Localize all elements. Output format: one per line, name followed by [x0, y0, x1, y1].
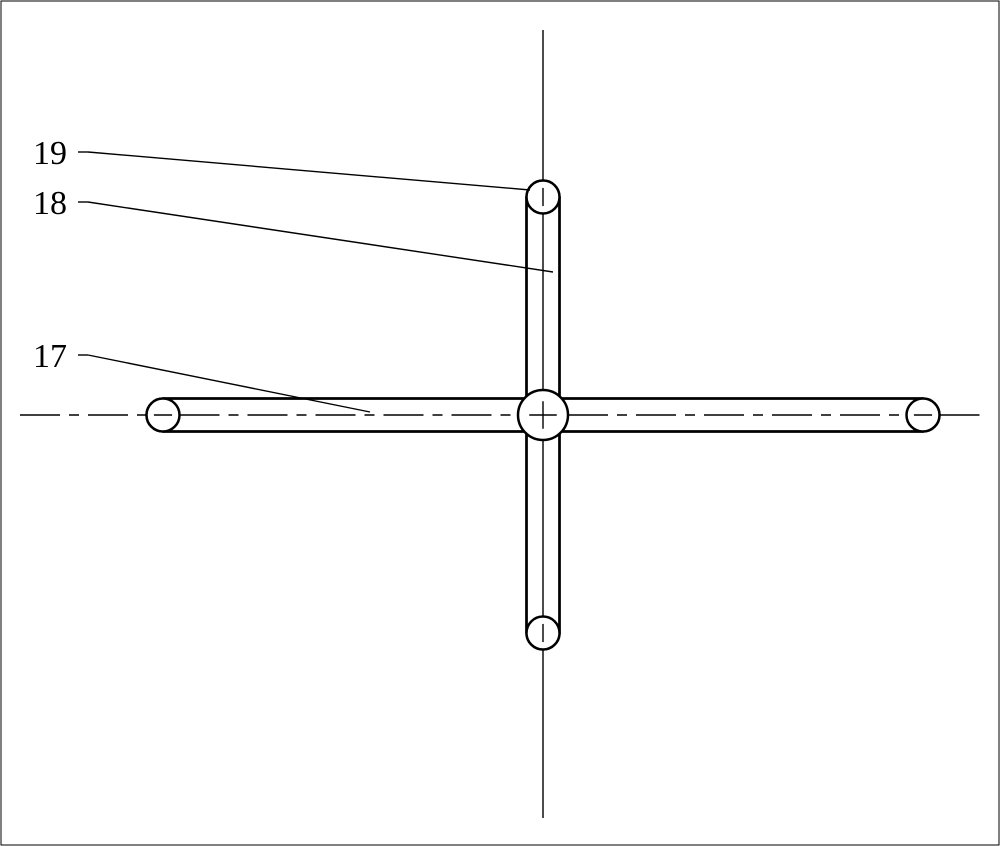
label-l17-text: 17: [33, 338, 67, 375]
label-l19-leader: [88, 152, 530, 190]
label-l18-leader: [88, 202, 553, 272]
label-l18-text: 18: [33, 185, 67, 222]
label-l19-text: 19: [33, 135, 67, 172]
